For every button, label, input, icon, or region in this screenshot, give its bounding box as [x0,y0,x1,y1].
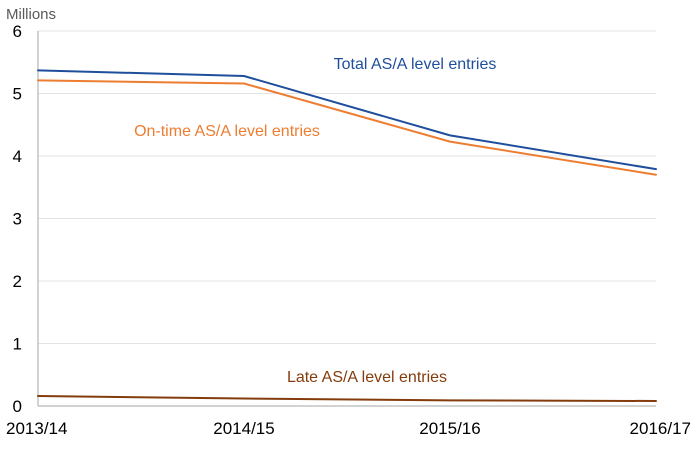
x-tick-label: 2014/15 [213,419,274,438]
y-tick-label: 5 [13,85,22,104]
x-tick-label: 2013/14 [6,419,67,438]
y-tick-label: 1 [13,335,22,354]
series-label-total: Total AS/A level entries [334,56,497,73]
series-labels: Total AS/A level entries On-time AS/A le… [134,56,496,386]
y-tick-label: 4 [13,147,22,166]
y-tick-label: 2 [13,272,22,291]
series-label-on-time: On-time AS/A level entries [134,123,320,140]
x-tick-label: 2015/16 [419,419,480,438]
x-tick-labels: 2013/14 2014/15 2015/16 2016/17 [6,419,691,438]
y-tick-label: 0 [13,397,22,416]
series-lines [37,69,657,402]
y-tick-label: 6 [13,22,22,41]
series-line-2 [37,395,657,402]
y-tick-label: 3 [13,210,22,229]
gridlines [38,30,656,344]
y-axis-unit-label: Millions [6,6,56,23]
series-line-0 [37,69,657,171]
series-label-late: Late AS/A level entries [287,369,447,386]
y-tick-labels: 0 1 2 3 4 5 6 [13,22,22,416]
series-line-1 [37,79,657,176]
axes [37,31,656,407]
x-tick-label: 2016/17 [630,419,691,438]
